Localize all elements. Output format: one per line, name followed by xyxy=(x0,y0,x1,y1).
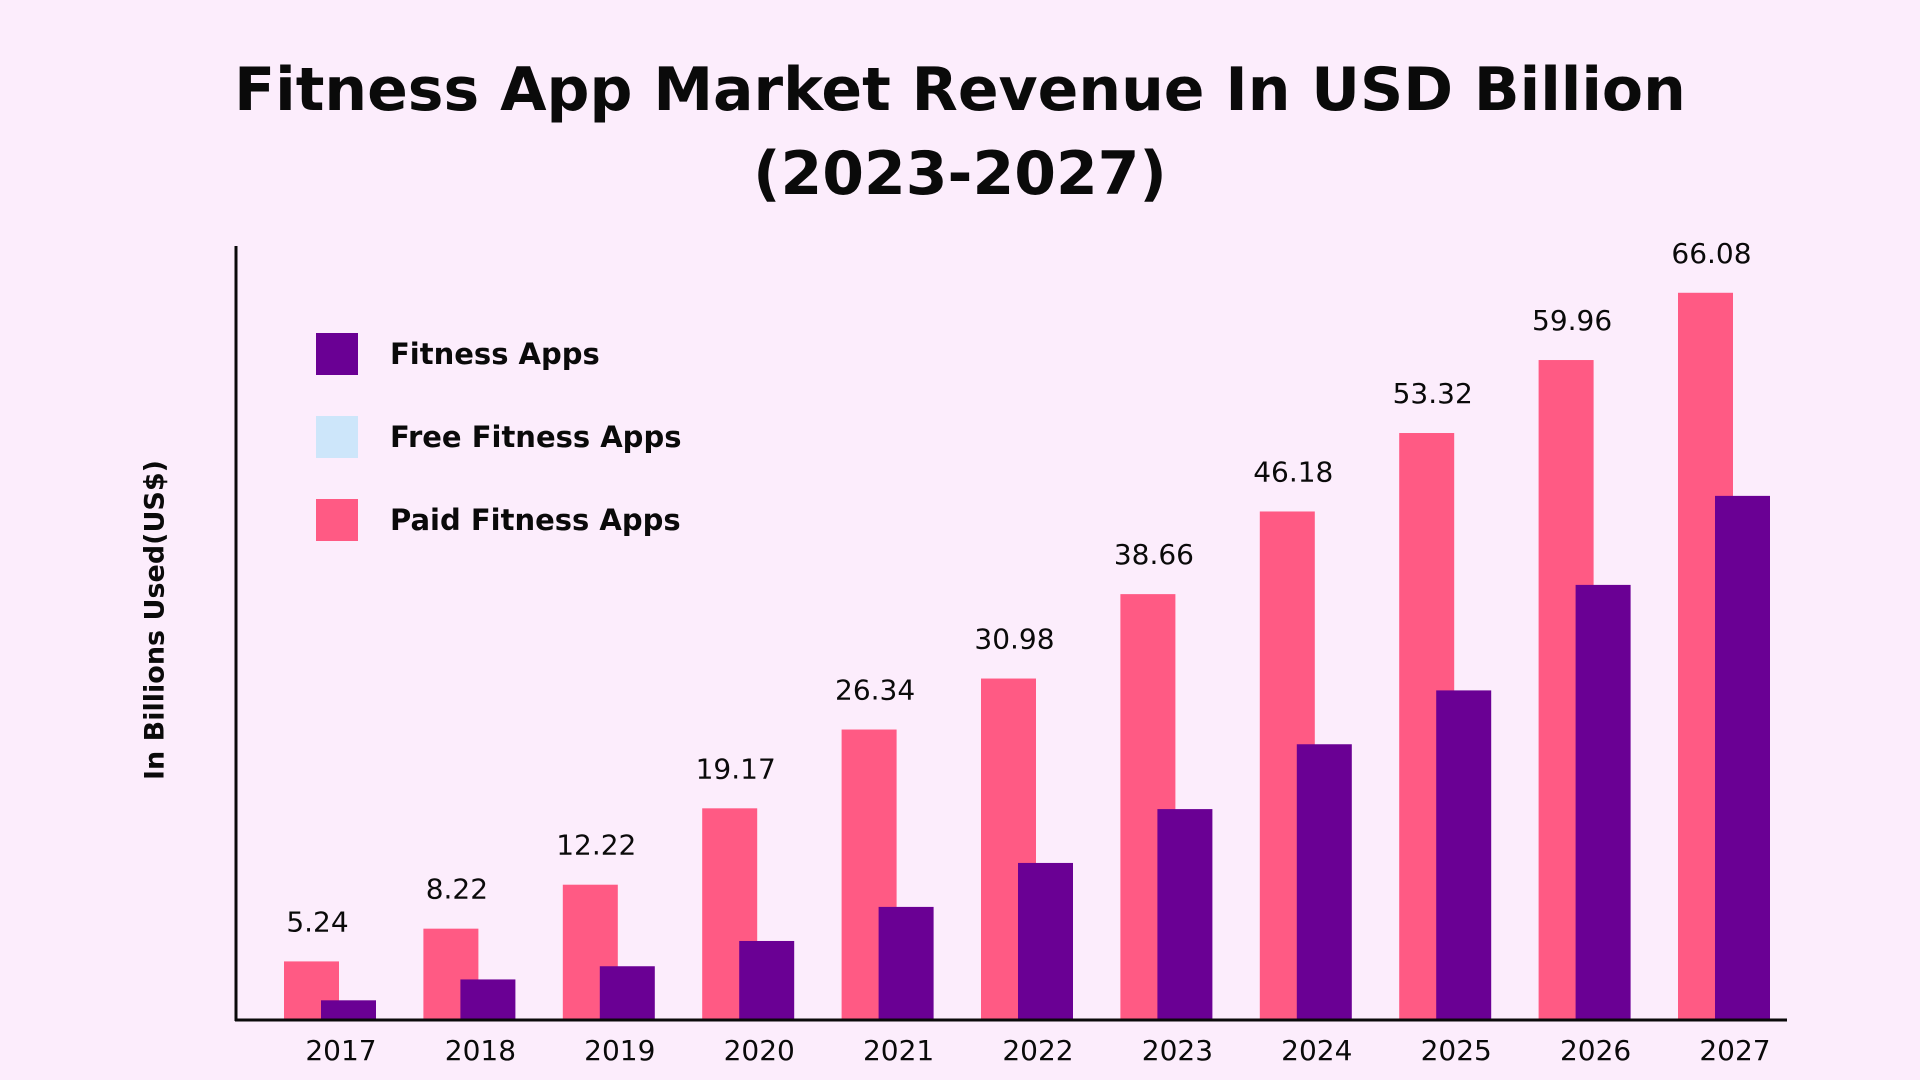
legend-item-paid-fitness-apps: Paid Fitness Apps xyxy=(316,499,681,541)
chart-title-line-1: Fitness App Market Revenue In USD Billio… xyxy=(234,55,1686,125)
fitness-apps-bars xyxy=(321,495,1770,1020)
data-label-2018: 8.22 xyxy=(426,873,488,906)
data-labels: 5.24 8.22 12.22 19.17 26.34 30.98 38.66 46.18 53… xyxy=(286,237,1751,939)
chart-title-line-2: (2023-2027) xyxy=(753,139,1167,209)
legend-item-free-fitness-apps: Free Fitness Apps xyxy=(316,416,681,458)
x-tick-label-2026: 2026 xyxy=(1560,1034,1631,1067)
x-tick-label-2019: 2019 xyxy=(584,1034,655,1067)
legend-label-fitness-apps: Fitness Apps xyxy=(390,337,600,371)
bar-fitness-apps-2020 xyxy=(739,940,795,1019)
bar-fitness-apps-2023 xyxy=(1157,809,1213,1019)
x-tick-label-2025: 2025 xyxy=(1421,1034,1492,1067)
data-label-2019: 12.22 xyxy=(556,829,636,862)
data-label-2024: 46.18 xyxy=(1253,455,1333,488)
legend-swatch-free-fitness-apps xyxy=(316,416,358,458)
data-label-2022: 30.98 xyxy=(974,623,1054,656)
x-tick-label-2017: 2017 xyxy=(305,1034,376,1067)
bar-fitness-apps-2021 xyxy=(878,906,934,1019)
x-tick-label-2024: 2024 xyxy=(1281,1034,1352,1067)
x-tick-label-2020: 2020 xyxy=(724,1034,795,1067)
bar-fitness-apps-2026 xyxy=(1575,584,1631,1019)
legend-swatch-paid-fitness-apps xyxy=(316,499,358,541)
x-tick-label-2023: 2023 xyxy=(1142,1034,1213,1067)
bar-fitness-apps-2017 xyxy=(321,1000,376,1019)
x-tick-label-2021: 2021 xyxy=(863,1034,934,1067)
data-label-2025: 53.32 xyxy=(1393,377,1473,410)
data-label-2026: 59.96 xyxy=(1532,304,1612,337)
x-tick-label-2027: 2027 xyxy=(1699,1034,1770,1067)
legend-label-free-fitness-apps: Free Fitness Apps xyxy=(390,420,682,454)
data-label-2021: 26.34 xyxy=(835,674,915,707)
bar-fitness-apps-2018 xyxy=(460,979,516,1019)
legend-swatch-fitness-apps xyxy=(316,333,358,375)
bar-fitness-apps-2022 xyxy=(1018,862,1073,1019)
bar-fitness-apps-2027 xyxy=(1715,495,1770,1020)
bar-fitness-apps-2019 xyxy=(599,966,655,1019)
data-label-2017: 5.24 xyxy=(286,905,348,938)
legend-label-paid-fitness-apps: Paid Fitness Apps xyxy=(390,503,681,537)
paid-fitness-apps-bars xyxy=(284,292,1733,1020)
chart-title: Fitness App Market Revenue In USD Billio… xyxy=(0,48,1920,216)
data-label-2020: 19.17 xyxy=(696,752,776,785)
x-tick-labels: 2017 2018 2019 2020 2021 2022 2023 2024 2025 2026… xyxy=(305,1034,1770,1067)
data-label-2023: 38.66 xyxy=(1114,538,1194,571)
data-label-2027: 66.08 xyxy=(1671,237,1751,270)
bar-fitness-apps-2024 xyxy=(1296,744,1352,1019)
bar-fitness-apps-2025 xyxy=(1436,690,1492,1019)
x-tick-label-2022: 2022 xyxy=(1002,1034,1073,1067)
legend-item-fitness-apps: Fitness Apps xyxy=(316,333,600,375)
x-tick-label-2018: 2018 xyxy=(445,1034,516,1067)
